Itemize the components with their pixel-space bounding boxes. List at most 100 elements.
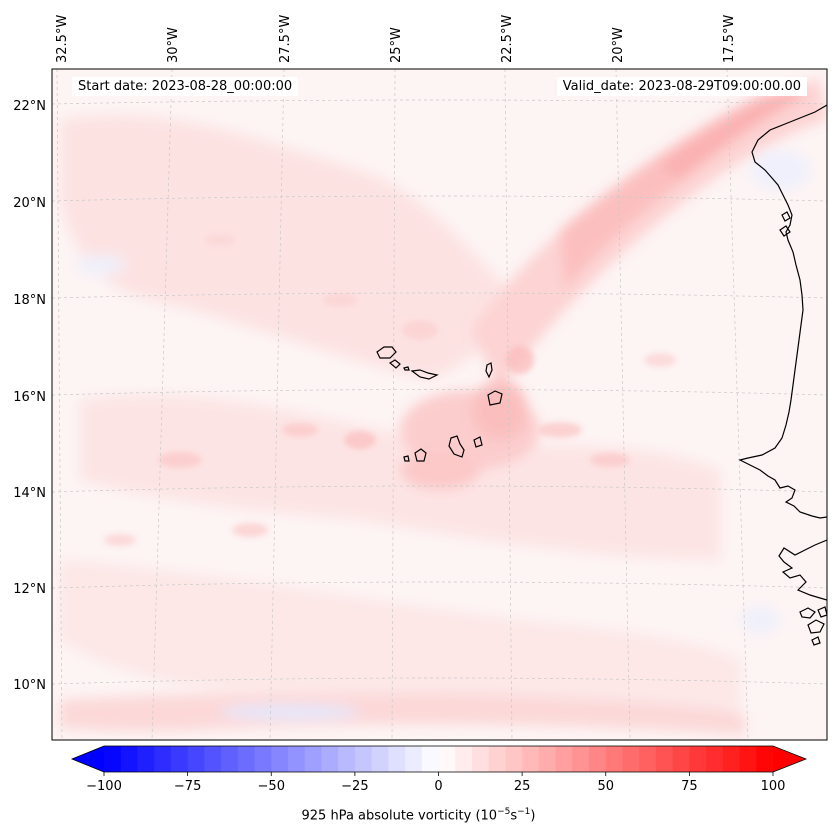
bijagos-island-2 — [807, 619, 825, 634]
island-sal — [485, 362, 493, 379]
colorbar-cell — [538, 746, 557, 772]
colorbar-cell — [354, 746, 373, 772]
vorticity-map-panel — [52, 69, 827, 740]
island-santiago — [448, 435, 465, 458]
colorbar-cell — [338, 746, 356, 772]
colorbar-cell — [104, 746, 122, 772]
colorbar-title-close: ) — [530, 808, 536, 824]
island-boa-vista — [487, 390, 503, 406]
colorbar-cell — [304, 746, 323, 772]
colorbar-cell — [271, 746, 289, 772]
colorbar-title-unit: s — [510, 808, 518, 824]
graticule-lines — [52, 69, 827, 740]
colorbar-min-extend-arrow — [72, 746, 104, 772]
island-sao-nicolau — [410, 369, 439, 380]
colorbar-cell — [522, 746, 540, 772]
colorbar-cell — [120, 746, 139, 772]
meridian-20w — [615, 69, 631, 740]
colorbar-cell — [672, 746, 690, 772]
lat-label: 14°N — [13, 486, 46, 501]
lon-label: 17.5°W — [722, 15, 737, 63]
lon-label: 20°W — [611, 27, 626, 63]
parallel-16n — [52, 389, 827, 396]
colorbar-cell — [655, 746, 674, 772]
bijagos-island-3 — [817, 606, 827, 618]
colorbar-cell — [405, 746, 423, 772]
colorbar-tick-label: −100 — [86, 779, 122, 794]
coast-islet-north-2 — [781, 211, 791, 222]
colorbar-cell — [137, 746, 155, 772]
latitude-labels: 22°N 20°N 18°N 16°N 14°N 12°N 10°N — [13, 99, 46, 693]
colorbar-title-exponent: −5 — [497, 807, 511, 817]
coast-islet-north — [779, 225, 791, 237]
colorbar-cell — [706, 746, 724, 772]
colorbar-cell — [321, 746, 339, 772]
colorbar-cell — [722, 746, 741, 772]
colorbar-max-extend-arrow — [773, 746, 806, 772]
meridian-32.5w — [56, 69, 63, 740]
colorbar-cell — [488, 746, 507, 772]
colorbar-cell — [471, 746, 490, 772]
meridian-27.5w — [269, 69, 285, 740]
africa-coastline — [738, 104, 827, 519]
colorbar-cell — [438, 746, 456, 772]
colorbar-tick-label: 100 — [761, 779, 786, 794]
colorbar-tick-label: 75 — [681, 779, 698, 794]
colorbar-cell — [739, 746, 757, 772]
lat-label: 22°N — [13, 99, 46, 114]
coastlines — [376, 104, 827, 646]
bijagos-island-1 — [799, 607, 816, 619]
colorbar-tick-label: 25 — [514, 779, 531, 794]
colorbar-ticks: −100 −75 −50 −25 0 25 50 75 100 — [86, 772, 785, 794]
colorbar-cell — [170, 746, 189, 772]
colorbar-tick-label: −50 — [258, 779, 285, 794]
colorbar-tick-label: −75 — [174, 779, 201, 794]
colorbar-cell — [221, 746, 239, 772]
island-sao-vicente — [388, 359, 401, 369]
parallel-12n — [52, 581, 827, 589]
colorbar-cell — [572, 746, 590, 772]
valid-date-label: Valid_date: 2023-08-29T09:00:00.00 — [556, 77, 807, 96]
colorbar-cell — [204, 746, 222, 772]
guinea-bissau-coastline — [778, 539, 827, 601]
vorticity-field — [60, 78, 827, 735]
lon-label: 25°W — [389, 27, 404, 63]
colorbar-cell — [187, 746, 205, 772]
colorbar-cell — [505, 746, 523, 772]
lon-label: 27.5°W — [278, 15, 293, 63]
colorbar-title-unit-exponent: −1 — [517, 807, 531, 817]
lon-label: 22.5°W — [500, 15, 515, 63]
colorbar-tick-label: −25 — [341, 779, 368, 794]
colorbar-cell — [421, 746, 440, 772]
parallel-22n — [52, 99, 827, 105]
island-santo-antao — [376, 346, 397, 359]
colorbar-cell — [455, 746, 473, 772]
colorbar-title-text: 925 hPa absolute vorticity (10 — [301, 808, 498, 824]
parallel-18n — [52, 292, 827, 299]
island-brava — [403, 455, 410, 462]
colorbar-cell — [605, 746, 624, 772]
start-date-label: Start date: 2023-08-28_00:00:00 — [72, 77, 299, 96]
colorbar-cell — [689, 746, 707, 772]
colorbar-cell — [756, 746, 774, 772]
meridian-17.5w — [726, 69, 749, 740]
colorbar: −100 −75 −50 −25 0 25 50 75 100 — [70, 745, 808, 794]
colorbar-cells — [104, 746, 774, 772]
island-santa-luzia — [403, 366, 410, 371]
parallel-14n — [52, 485, 827, 493]
island-maio — [473, 436, 483, 448]
bijagos-island-4 — [811, 636, 821, 646]
lat-label: 16°N — [13, 390, 46, 405]
colorbar-cell — [371, 746, 389, 772]
parallel-20n — [52, 195, 827, 202]
meridian-22.5w — [504, 69, 513, 740]
island-fogo — [414, 448, 427, 462]
lon-label: 30°W — [166, 27, 181, 63]
colorbar-tick-label: 0 — [434, 779, 442, 794]
meridian-30w — [151, 69, 173, 740]
colorbar-cell — [154, 746, 172, 772]
lat-label: 12°N — [13, 582, 46, 597]
parallel-10n — [52, 677, 827, 685]
colorbar-cell — [287, 746, 306, 772]
